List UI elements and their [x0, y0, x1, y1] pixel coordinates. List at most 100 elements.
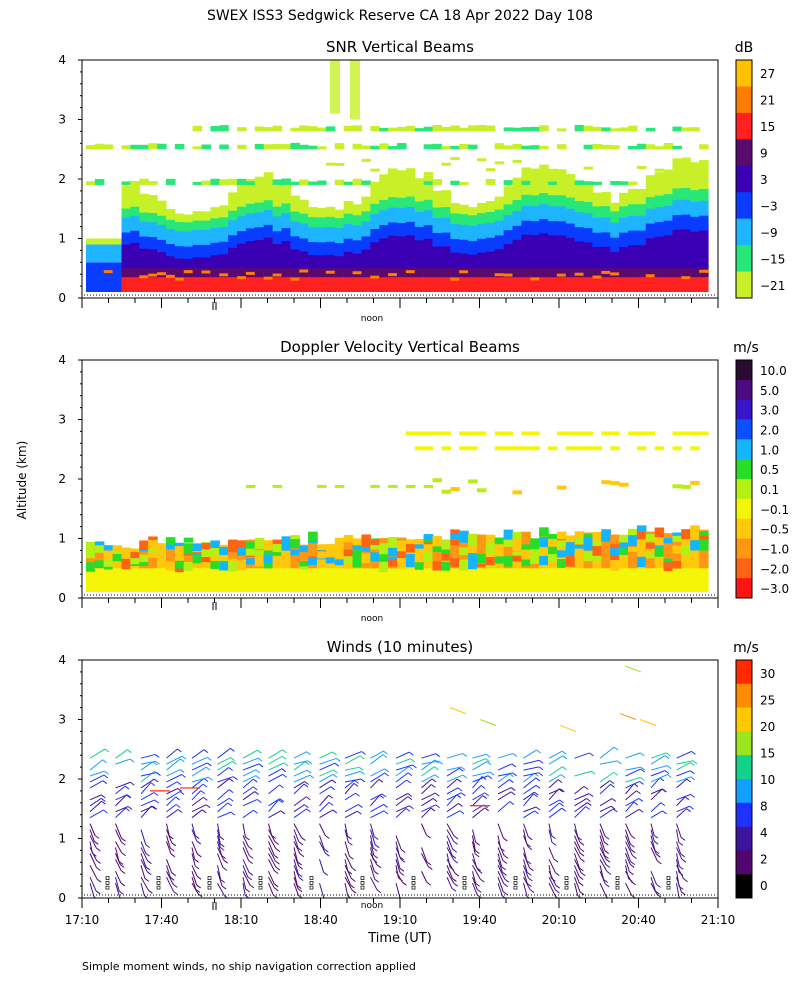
- doppler-cell: [281, 543, 291, 551]
- snr-cell: [645, 271, 656, 293]
- colorbar-label: −21: [760, 279, 785, 293]
- wind-barb: [446, 841, 453, 856]
- wind-barb: [421, 804, 436, 813]
- snr-cell: [174, 144, 185, 150]
- snr-cell: [308, 145, 318, 150]
- wind-barb: [395, 805, 410, 813]
- wind-barb-flag: [271, 835, 276, 839]
- wind-barb: [191, 829, 198, 842]
- snr-cell: [503, 273, 514, 277]
- wind-barb-flag: [664, 770, 670, 774]
- wind-barb: [625, 780, 640, 789]
- wind-barb: [676, 859, 680, 873]
- wind-barb: [217, 778, 230, 789]
- wind-barb: [293, 761, 306, 771]
- wind-barb-flag: [336, 758, 341, 762]
- wind-barb: [191, 823, 196, 836]
- snr-cell: [414, 271, 425, 293]
- wind-barb-flag: [384, 772, 389, 777]
- snr-cell: [86, 145, 96, 150]
- snr-cell: [343, 220, 354, 239]
- snr-cell: [583, 265, 594, 278]
- colorbar-swatch: [736, 779, 752, 804]
- colorbar-swatch: [736, 558, 752, 579]
- doppler-cell: [654, 527, 665, 538]
- wind-barb: [370, 750, 384, 759]
- snr-cell: [308, 181, 318, 185]
- snr-cell: [441, 146, 451, 150]
- doppler-cell: [290, 565, 300, 593]
- snr-cell: [352, 271, 363, 275]
- x-tick-label: 20:40: [621, 913, 656, 927]
- snr-cell: [388, 271, 398, 293]
- wind-barb-flag: [684, 796, 690, 801]
- snr-cell: [245, 225, 256, 242]
- snr-cell: [556, 203, 567, 222]
- wind-barb-flag: [280, 810, 286, 815]
- y-tick-label: 1: [58, 232, 66, 246]
- snr-cell: [397, 220, 407, 237]
- doppler-cell: [183, 543, 194, 569]
- wind-barb: [115, 785, 126, 795]
- doppler-cell: [121, 565, 132, 593]
- wind-barb: [548, 882, 557, 897]
- doppler-cell: [432, 478, 443, 483]
- wind-barb: [574, 865, 580, 877]
- snr-cell: [130, 144, 140, 150]
- wind-barb-flag: [589, 752, 594, 757]
- wind-barb: [446, 794, 458, 807]
- doppler-cell: [468, 565, 478, 593]
- wind-barb-flag: [412, 764, 417, 769]
- snr-cell: [308, 126, 318, 132]
- colorbar-label: −0.1: [760, 503, 789, 517]
- wind-barb: [472, 785, 482, 795]
- wind-barb-flag: [458, 803, 463, 807]
- wind-barb-flag: [678, 865, 684, 870]
- doppler-cell: [121, 548, 132, 559]
- wind-barb-flag: [177, 809, 183, 813]
- snr-cell: [103, 238, 114, 245]
- wind-barb-flag: [690, 762, 695, 766]
- snr-cell: [103, 244, 114, 263]
- snr-cell: [290, 271, 300, 293]
- doppler-cell: [254, 565, 265, 593]
- doppler-cell: [494, 565, 505, 593]
- wind-barb: [523, 847, 528, 862]
- doppler-cell: [86, 549, 96, 559]
- doppler-cell: [485, 565, 496, 593]
- wind-barb: [319, 859, 325, 873]
- snr-cell: [699, 163, 709, 167]
- snr-cell: [112, 238, 123, 245]
- wind-barb: [624, 665, 642, 673]
- wind-barb: [319, 835, 325, 850]
- snr-cell: [645, 205, 656, 224]
- wind-barb: [293, 796, 307, 807]
- y-tick-label: 3: [58, 413, 66, 427]
- wind-barb-flag: [579, 891, 585, 896]
- snr-cell: [565, 271, 576, 293]
- wind-barb-flag: [659, 777, 665, 782]
- snr-cell: [397, 233, 407, 269]
- wind-barb-flag: [357, 810, 362, 815]
- snr-cell: [619, 192, 629, 207]
- snr-cell: [574, 238, 585, 269]
- snr-cell: [157, 272, 167, 276]
- snr-cell: [210, 207, 220, 219]
- wind-barb-flag: [660, 802, 666, 807]
- snr-cell: [414, 181, 425, 185]
- wind-barb: [268, 882, 274, 895]
- wind-barb-flag: [154, 799, 159, 804]
- wind-barb: [89, 829, 95, 842]
- snr-cell: [219, 214, 229, 227]
- snr-cell: [183, 228, 194, 247]
- snr-cell: [352, 237, 363, 254]
- missing-marker: [105, 876, 110, 880]
- wind-barb-flag: [561, 807, 567, 812]
- snr-cell: [663, 202, 674, 221]
- snr-cell: [361, 271, 371, 293]
- wind-barb: [217, 789, 230, 801]
- doppler-cell: [228, 541, 238, 569]
- wind-barb: [574, 847, 581, 859]
- snr-cell: [468, 237, 478, 255]
- doppler-cell: [414, 541, 425, 569]
